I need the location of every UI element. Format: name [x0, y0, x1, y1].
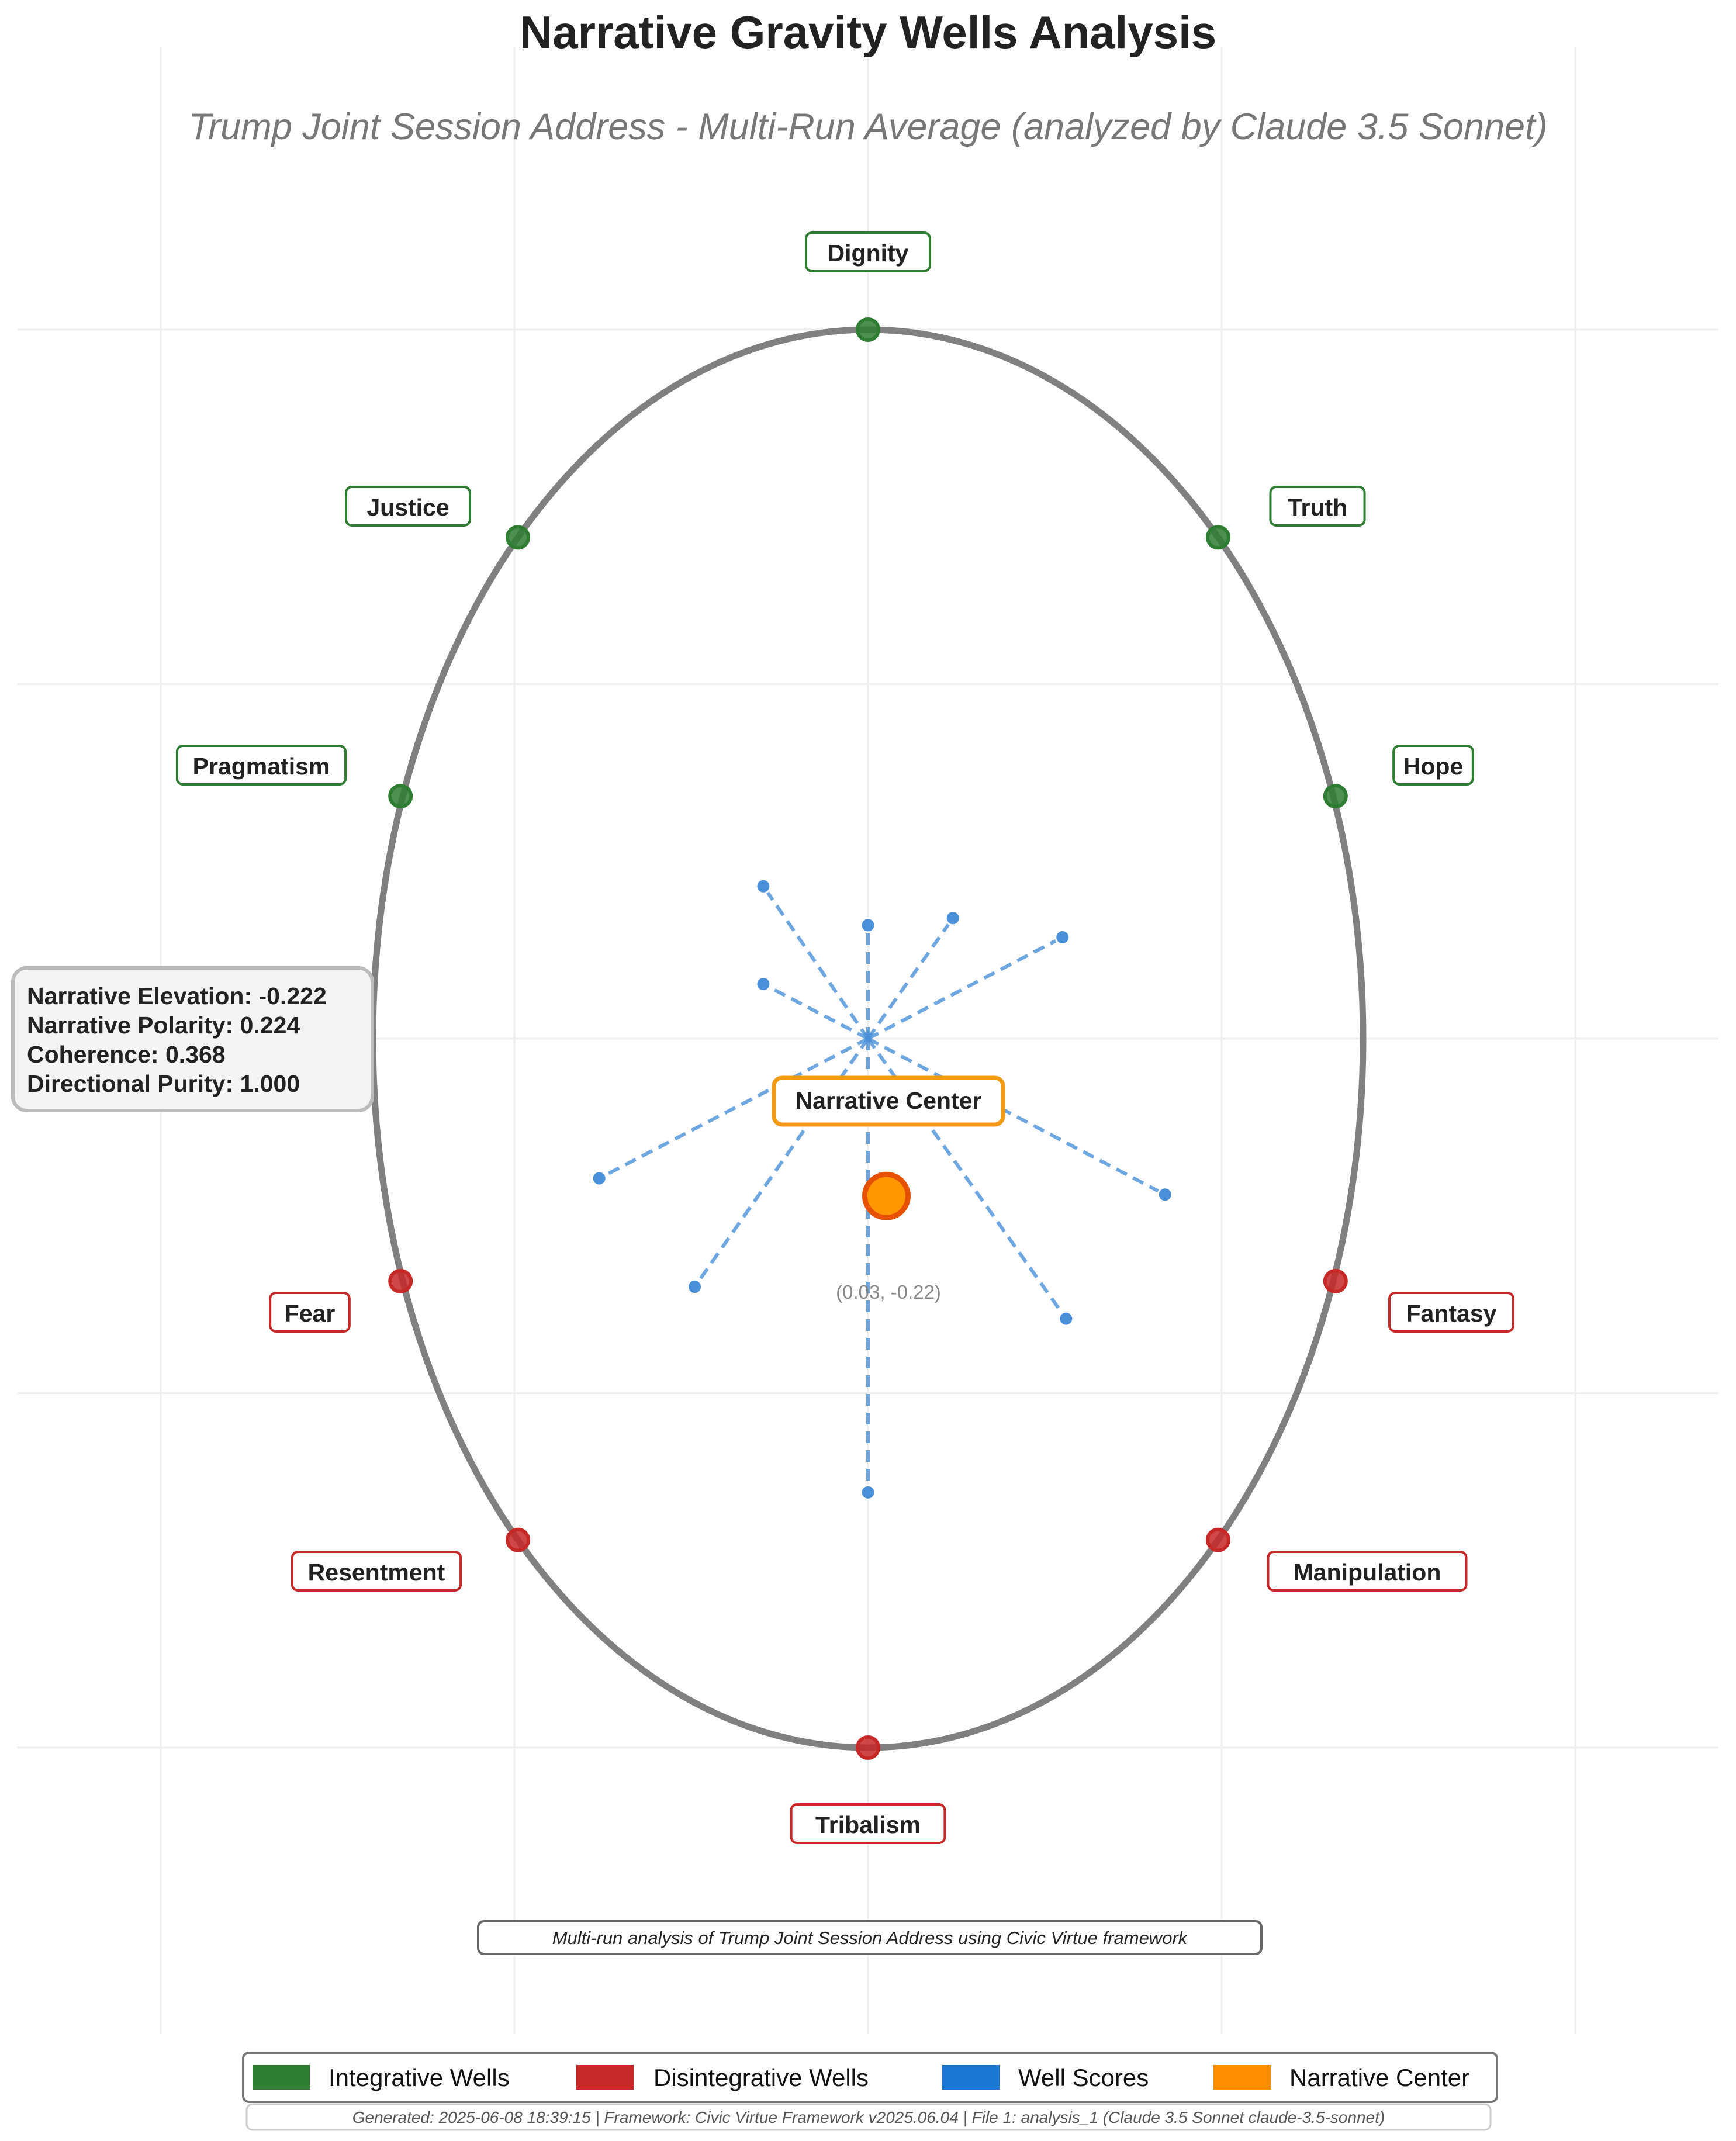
legend-swatch-integrative	[253, 2065, 310, 2090]
metric-coherence: Coherence: 0.368	[27, 1041, 226, 1068]
narrative-center-label-box	[772, 1075, 1005, 1127]
well-score-line-1	[866, 917, 955, 1040]
legend-swatch-well-scores	[942, 2065, 1000, 2090]
metric-polarity: Narrative Polarity: 0.224	[27, 1012, 300, 1039]
well-label-box-manipulation	[1267, 1551, 1468, 1592]
legend-label-disintegrative: Disintegrative Wells	[653, 2064, 869, 2091]
well-label-fear: Fear	[269, 1292, 351, 1333]
narrative-center-coords: (0.03, -0.22)	[836, 1281, 941, 1303]
narrative-center-label: Narrative Center	[772, 1075, 1005, 1127]
well-label-justice: Justice	[345, 486, 471, 527]
well-point-resentment	[506, 1527, 531, 1552]
well-point-manipulation	[1205, 1527, 1230, 1552]
well-label-box-fear	[269, 1292, 351, 1333]
well-label-manipulation: Manipulation	[1267, 1551, 1468, 1592]
well-score-point-3	[755, 878, 772, 894]
metric-elevation: Narrative Elevation: -0.222	[27, 983, 327, 1009]
annotation-box: Multi-run analysis of Trump Joint Sessio…	[477, 1920, 1263, 1955]
footer: Generated: 2025-06-08 18:39:15 | Framewo…	[245, 2103, 1492, 2131]
well-label-text-justice: Justice	[366, 494, 449, 521]
legend: Integrative Wells Disintegrative Wells W…	[242, 2052, 1498, 2103]
well-point-fantasy	[1323, 1268, 1348, 1293]
well-score-point-1	[945, 910, 961, 926]
well-label-text-dignity: Dignity	[828, 240, 909, 267]
legend-label-integrative: Integrative Wells	[328, 2064, 510, 2091]
well-label-text-truth: Truth	[1288, 494, 1347, 521]
well-score-point-2	[1054, 929, 1071, 946]
well-label-box-dignity	[805, 231, 931, 272]
well-label-dignity: Dignity	[805, 231, 931, 272]
chart-title: Narrative Gravity Wells Analysis	[520, 6, 1216, 58]
well-label-text-pragmatism: Pragmatism	[193, 753, 330, 780]
well-label-box-truth	[1269, 486, 1366, 527]
well-label-box-resentment	[291, 1551, 462, 1592]
well-score-line-5	[598, 1037, 869, 1180]
well-label-text-tribalism: Tribalism	[815, 1811, 921, 1838]
well-score-points	[591, 878, 1173, 1500]
well-point-fear	[388, 1268, 413, 1293]
well-score-line-6	[693, 1037, 870, 1288]
well-label-resentment: Resentment	[291, 1551, 462, 1592]
annotation-text: Multi-run analysis of Trump Joint Sessio…	[552, 1928, 1188, 1948]
well-point-pragmatism	[388, 784, 413, 809]
well-label-box-hope	[1392, 745, 1474, 786]
well-score-line-4	[762, 982, 869, 1040]
narrative-center-label-text: Narrative Center	[795, 1087, 981, 1114]
chart-subtitle: Trump Joint Session Address - Multi-Run …	[188, 106, 1547, 147]
well-point-tribalism	[856, 1735, 880, 1760]
well-point-truth	[1205, 525, 1230, 550]
legend-swatch-disintegrative	[576, 2065, 634, 2090]
legend-swatch-center	[1213, 2065, 1271, 2090]
metrics-box: Narrative Elevation: -0.222 Narrative Po…	[11, 966, 374, 1112]
narrative-center-group: * Narrative Center (0.03, -0.22)	[772, 1026, 1005, 1303]
well-label-tribalism: Tribalism	[790, 1803, 946, 1844]
well-label-box-pragmatism	[175, 745, 347, 786]
legend-label-center: Narrative Center	[1289, 2064, 1469, 2091]
well-score-point-0	[860, 917, 876, 933]
well-score-lines	[598, 885, 1166, 1493]
well-label-text-hope: Hope	[1403, 753, 1464, 780]
well-label-hope: Hope	[1392, 745, 1474, 786]
metric-directional-purity: Directional Purity: 1.000	[27, 1070, 300, 1097]
narrative-center-point	[862, 1171, 911, 1220]
well-score-point-4	[755, 976, 772, 992]
well-label-fantasy: Fantasy	[1388, 1292, 1514, 1333]
well-label-box-tribalism	[790, 1803, 946, 1844]
well-points	[388, 317, 1348, 1760]
footer-text: Generated: 2025-06-08 18:39:15 | Framewo…	[352, 2108, 1385, 2126]
well-score-point-5	[591, 1170, 607, 1187]
well-score-point-9	[860, 1484, 876, 1500]
well-label-text-fantasy: Fantasy	[1406, 1300, 1497, 1327]
well-label-box-justice	[345, 486, 471, 527]
well-score-line-2	[867, 935, 1064, 1040]
well-label-box-fantasy	[1388, 1292, 1514, 1333]
well-label-pragmatism: Pragmatism	[175, 745, 347, 786]
well-point-dignity	[856, 317, 880, 342]
well-label-text-resentment: Resentment	[308, 1559, 445, 1586]
well-labels: Dignity Truth Hope Justice Pragmatism Fear Fan…	[175, 231, 1514, 1844]
well-score-point-6	[687, 1279, 703, 1295]
well-label-text-fear: Fear	[285, 1300, 336, 1327]
origin-marker: *	[863, 1026, 873, 1052]
well-label-truth: Truth	[1269, 486, 1366, 527]
well-score-point-8	[1058, 1310, 1074, 1327]
well-point-justice	[506, 525, 531, 550]
well-label-text-manipulation: Manipulation	[1294, 1559, 1441, 1586]
well-score-point-7	[1157, 1187, 1173, 1203]
well-point-hope	[1323, 784, 1348, 809]
legend-label-well-scores: Well Scores	[1018, 2064, 1149, 2091]
well-score-line-3	[762, 885, 870, 1040]
